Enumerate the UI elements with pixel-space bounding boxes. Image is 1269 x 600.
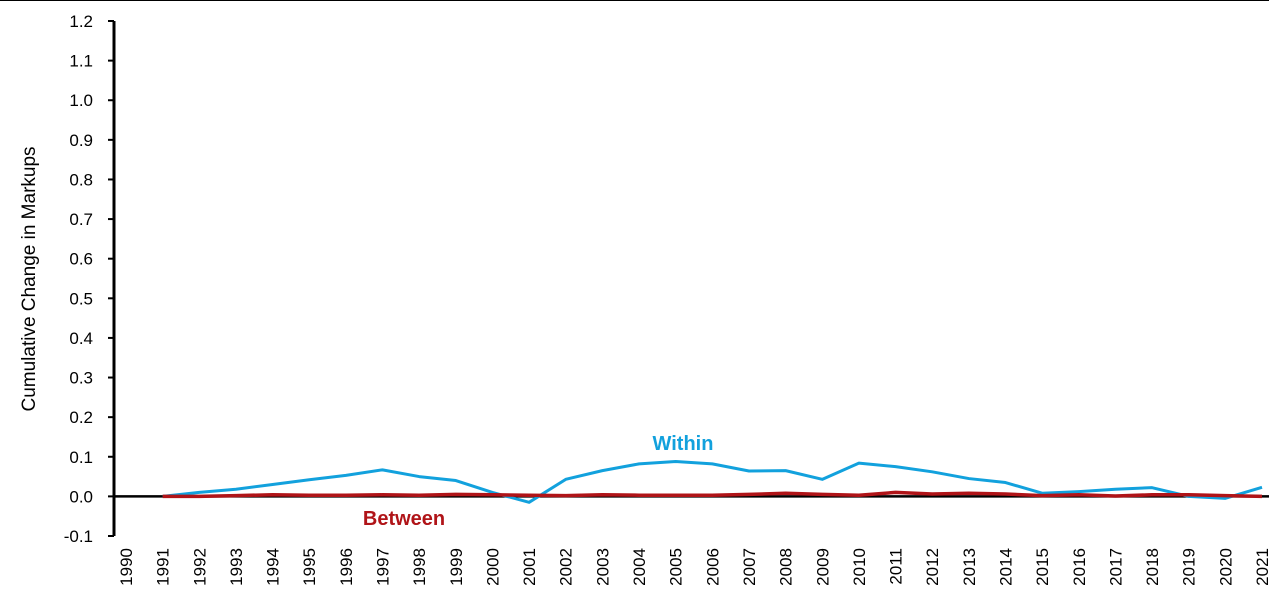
annotation-within: Within (653, 433, 714, 455)
y-tick-label: 0.4 (69, 329, 93, 348)
y-tick-label: 1.2 (69, 12, 93, 31)
x-tick-label: 2011 (887, 548, 906, 585)
x-tick-label: 1991 (154, 548, 173, 586)
x-tick-label: 2018 (1143, 548, 1162, 586)
x-tick-label: 2007 (740, 548, 759, 586)
x-tick-label: 2006 (703, 548, 722, 586)
y-tick-label: 0.3 (69, 369, 93, 388)
y-tick-label: 1.0 (69, 91, 93, 110)
x-tick-label: 1998 (410, 548, 429, 586)
x-tick-label: 2017 (1106, 548, 1125, 586)
y-tick-label: 0.9 (69, 131, 93, 150)
x-tick-label: 1993 (227, 548, 246, 586)
series-lines (162, 460, 1263, 504)
x-axis: 1990 1991 1992 1993 1994 1995 1996 1997 1998 1999… (114, 495, 1269, 586)
y-tick-label: 0.2 (69, 408, 93, 427)
x-tick-label: 2008 (777, 548, 796, 586)
x-tick-label: 2003 (593, 548, 612, 586)
y-tick-label: 1.1 (69, 52, 93, 71)
x-tick-label: 2019 (1180, 548, 1199, 586)
x-tick-label: 2009 (813, 548, 832, 586)
x-tick-label: 2021 (1253, 548, 1269, 586)
annotation-between: Between (363, 508, 445, 530)
y-tick-label: 0.1 (69, 448, 93, 467)
x-tick-label: 1997 (374, 548, 393, 586)
x-tick-label: 1995 (300, 548, 319, 586)
x-tick-label: 2002 (557, 548, 576, 586)
series-line-between (162, 490, 1263, 499)
y-tick-label: 0.6 (69, 250, 93, 269)
x-tick-label: 1996 (337, 548, 356, 586)
y-tick-label: 0.5 (69, 289, 93, 308)
x-tick-label: 2013 (960, 548, 979, 586)
x-tick-label: 2004 (630, 548, 649, 586)
x-tick-label: 2005 (667, 548, 686, 586)
y-tick-label: -0.1 (64, 527, 93, 546)
y-tick-label: 0.7 (69, 210, 93, 229)
x-tick-label: 1990 (117, 548, 136, 586)
x-tick-label: 1992 (190, 548, 209, 586)
x-tick-label: 2001 (520, 548, 539, 586)
series-line-within (162, 460, 1263, 504)
x-tick-label: 1994 (264, 548, 283, 586)
x-tick-label: 2016 (1070, 548, 1089, 586)
x-tick-label: 2012 (923, 548, 942, 586)
x-tick-label: 2010 (850, 548, 869, 586)
y-axis: -0.1 0.0 0.1 0.2 0.3 0.4 0.5 0.6 0.7 0.8 0.9 1.0 1.1… (64, 12, 116, 546)
x-tick-label: 2015 (1033, 548, 1052, 586)
y-tick-label: 0.0 (69, 487, 93, 506)
x-tick-label: 1999 (447, 548, 466, 586)
x-tick-label: 2000 (483, 548, 502, 586)
x-tick-label: 2020 (1216, 548, 1235, 586)
y-tick-label: 0.8 (69, 170, 93, 189)
y-axis-label: Cumulative Change in Markups (19, 146, 40, 411)
x-tick-label: 2014 (996, 548, 1015, 586)
